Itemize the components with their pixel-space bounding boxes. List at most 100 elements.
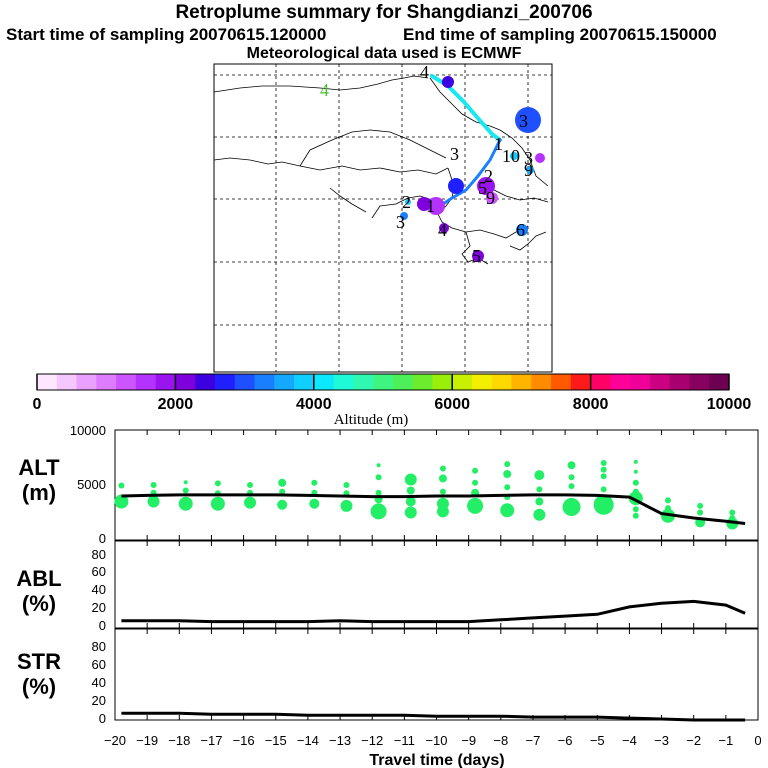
x-tick-label: 0: [754, 733, 761, 748]
map-label: 2: [484, 166, 493, 186]
x-tick-label: −10: [425, 733, 447, 748]
alt-scatter-point: [183, 480, 188, 485]
point: [486, 192, 498, 204]
abl-tick: 40: [92, 582, 106, 597]
alt-scatter-point: [279, 488, 286, 495]
x-tick-label: −6: [558, 733, 573, 748]
point: [448, 178, 464, 194]
alt-scatter-point: [214, 480, 221, 487]
alt-scatter-point: [438, 474, 447, 483]
str-tick: 0: [99, 711, 106, 726]
alt-scatter-point: [729, 509, 736, 516]
trajectory-points: [400, 76, 545, 262]
x-tick-label: −1: [718, 733, 733, 748]
alt-scatter-point: [439, 465, 446, 472]
x-tick-label: −13: [329, 733, 351, 748]
map-label: 4: [320, 80, 329, 100]
colorbar-cell: [76, 374, 97, 390]
alt-scatter-point: [633, 469, 638, 474]
colorbar-cell: [56, 374, 78, 390]
alt-scatter-point: [534, 470, 545, 481]
x-tick-label: −15: [265, 733, 287, 748]
start-time-label: Start time of sampling 20070615.120000: [6, 25, 327, 44]
alt-tick: 5000: [77, 477, 106, 492]
alt-scatter-point: [309, 498, 320, 509]
alt-scatter-point: [729, 515, 736, 521]
alt-scatter-point: [404, 473, 417, 486]
abl-tick: 80: [92, 547, 106, 562]
alt-scatter-point: [311, 479, 318, 486]
alt-scatter-point: [632, 479, 639, 486]
map-label: 9: [486, 188, 495, 208]
colorbar-ticks: 0 2000 4000 6000 8000 10000: [33, 374, 751, 413]
colorbar-tick-label: 4000: [296, 396, 332, 413]
colorbar-cell: [392, 374, 414, 390]
abl-unit: (%): [22, 591, 56, 616]
alt-scatter-point: [343, 482, 350, 488]
map-label: 3: [524, 148, 533, 168]
chart-title: Retroplume summary for Shangdianzi_20070…: [175, 2, 593, 23]
abl-tick: 20: [92, 600, 106, 615]
colorbar-cell: [313, 374, 335, 390]
colorbar-cell: [709, 374, 730, 390]
abl-label: ABL: [16, 566, 61, 591]
x-tick-label: −20: [104, 733, 126, 748]
alt-scatter-point: [567, 461, 576, 470]
alt-tick: 0: [99, 531, 106, 546]
point: [417, 197, 431, 211]
colorbar-cell: [353, 374, 374, 390]
alt-scatter-point: [533, 508, 546, 521]
alt-label: ALT: [18, 455, 60, 480]
alt-scatter-point: [118, 482, 125, 489]
point: [472, 250, 484, 262]
point: [405, 199, 411, 205]
alt-scatter-point: [697, 502, 704, 509]
alt-scatter-point: [210, 496, 225, 511]
alt-scatter-point: [436, 497, 449, 510]
colorbar-tick-label: 6000: [434, 396, 470, 413]
map-frame: [213, 63, 553, 373]
colorbar-cell: [590, 374, 611, 390]
colorbar-cell: [96, 374, 117, 390]
point: [526, 166, 534, 174]
alt-scatter-point: [632, 506, 639, 513]
colorbar-tick-label: 2000: [158, 396, 194, 413]
map-labels: 4 4 3 3 1 10 3 9 5 2 9 2 1 3 4 6 5: [320, 62, 533, 266]
colorbar-cell: [511, 374, 532, 390]
met-data-label: Meteorological data used is ECMWF: [246, 45, 522, 62]
alt-scatter-point: [500, 503, 515, 518]
colorbar-cell: [432, 374, 453, 390]
alt-scatter-point: [503, 470, 512, 478]
point: [510, 152, 518, 160]
alt-scatter-point: [664, 497, 671, 504]
colorbar-cell: [155, 374, 176, 390]
colorbar-cell: [412, 374, 433, 390]
map-label: 1: [494, 134, 503, 154]
alt-scatter-point: [277, 499, 288, 510]
map-label: 3: [450, 144, 459, 164]
abl-frame: [114, 540, 759, 629]
x-tick-label: −4: [622, 733, 637, 748]
colorbar-tick-label: 0: [33, 396, 42, 413]
colorbar-cell: [373, 374, 394, 390]
alt-scatter-point: [632, 512, 639, 519]
alt-tick: 10000: [70, 423, 106, 438]
x-axis-label: Travel time (days): [369, 752, 504, 768]
alt-scatter-point: [600, 466, 607, 473]
alt-scatter-point: [244, 496, 257, 509]
map-panel: 4 4 3 3 1 10 3 9 5 2 9 2 1 3 4 6 5: [213, 62, 553, 373]
x-tick-label: −3: [654, 733, 669, 748]
x-tick-label: −19: [136, 733, 158, 748]
x-tick-label: −7: [526, 733, 541, 748]
x-tick-label: −18: [168, 733, 190, 748]
alt-scatter-point: [182, 487, 189, 494]
alt-scatter-point: [568, 474, 575, 481]
end-time-label: End time of sampling 20070615.150000: [403, 25, 717, 44]
colorbar-cell: [214, 374, 236, 390]
map-label: 5: [478, 178, 487, 198]
str-tick: 40: [92, 675, 106, 690]
x-tick-label: −16: [233, 733, 255, 748]
alt-scatter-point: [633, 459, 638, 464]
alt-scatter-point: [600, 486, 607, 493]
alt-scatter-point: [376, 463, 381, 468]
